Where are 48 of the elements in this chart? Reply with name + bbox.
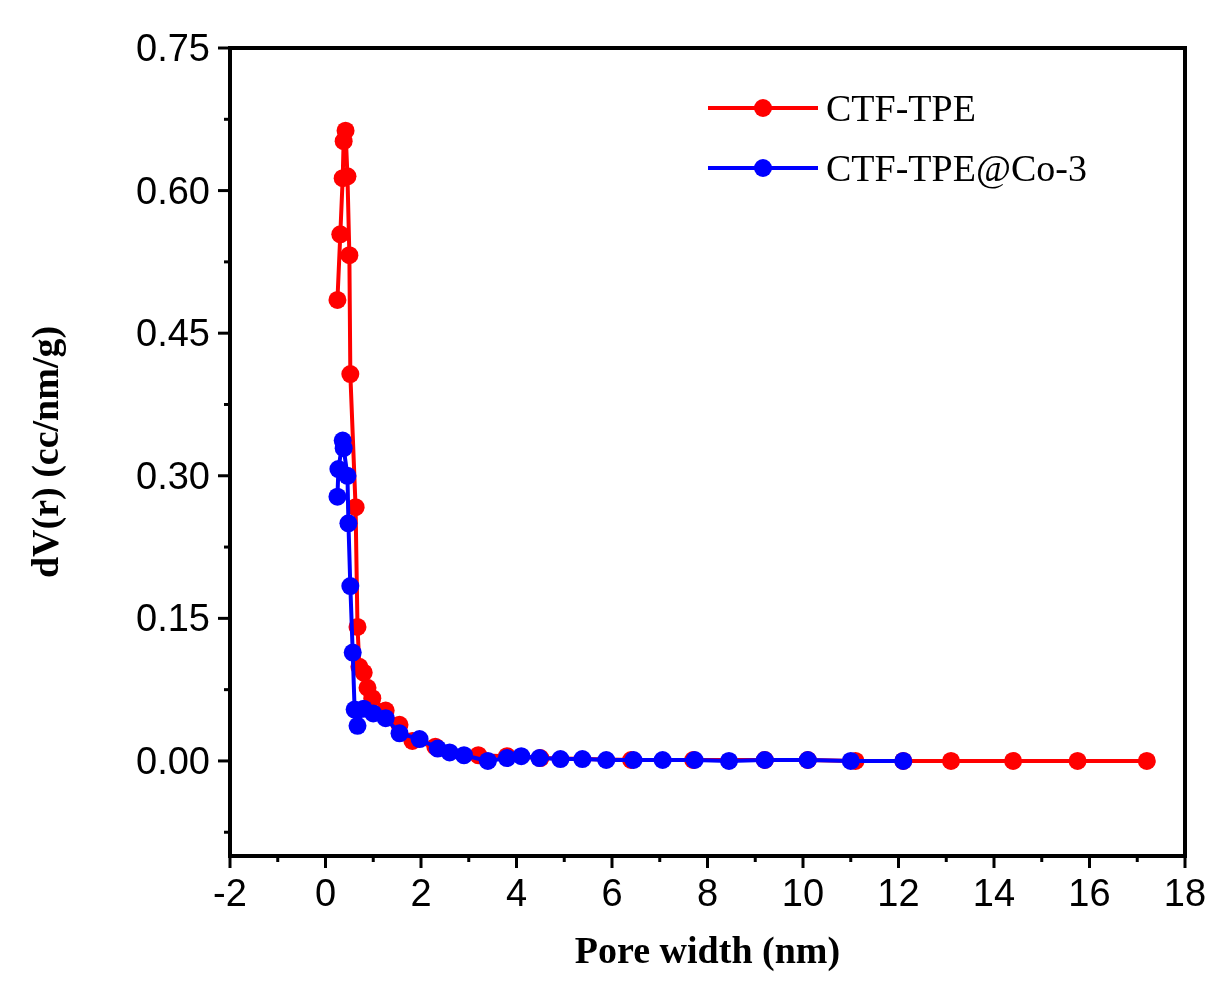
point (338, 466, 357, 485)
point (551, 750, 570, 769)
x-tick-label: 8 (696, 872, 719, 914)
point (573, 750, 592, 769)
point (942, 751, 961, 770)
point (1137, 751, 1156, 770)
x-tick-label: 4 (505, 872, 528, 914)
x-tick-label: 16 (1068, 872, 1111, 914)
point (328, 290, 347, 309)
y-tick-label: 0.30 (136, 454, 210, 497)
point (348, 716, 367, 735)
point (376, 709, 395, 728)
point (354, 663, 373, 682)
x-axis-title: Pore width (nm) (574, 929, 841, 972)
legend-label: CTF-TPE (826, 87, 976, 129)
x-tick-label: 2 (410, 872, 432, 914)
point (454, 746, 473, 765)
point (341, 577, 360, 596)
point (328, 487, 347, 506)
point (343, 643, 362, 662)
point (340, 246, 359, 265)
point (719, 751, 738, 770)
point (1068, 751, 1087, 770)
y-tick-label: 0.75 (136, 27, 210, 69)
point (341, 365, 360, 384)
x-tick-label: 18 (1163, 872, 1207, 914)
x-tick-label: -2 (213, 872, 247, 914)
point (841, 751, 860, 770)
point (597, 750, 616, 769)
x-tick-label: 6 (601, 872, 623, 914)
point (512, 747, 531, 766)
x-tick-label: 14 (972, 872, 1016, 914)
point (653, 750, 672, 769)
point (410, 730, 429, 749)
y-axis-title: dV(r) (cc/nm/g) (24, 325, 67, 579)
point (390, 724, 409, 743)
y-tick-label: 0.00 (136, 739, 210, 782)
y-tick-label: 0.45 (136, 312, 210, 355)
y-tick-label: 0.60 (136, 169, 210, 212)
x-tick-label: 10 (781, 872, 825, 914)
y-tick-label: 0.15 (136, 597, 210, 640)
point (478, 751, 497, 770)
legend-label: CTF-TPE@Co-3 (826, 147, 1087, 189)
point (1004, 751, 1023, 770)
x-tick-label: 0 (314, 872, 337, 914)
point (339, 514, 358, 533)
point (336, 121, 355, 140)
x-tick-label: 12 (877, 872, 920, 914)
